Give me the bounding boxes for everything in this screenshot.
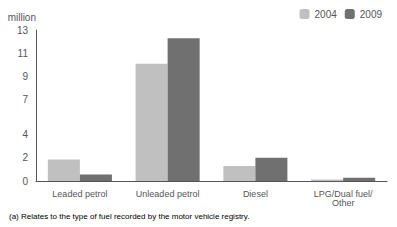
svg-text:Unleaded petrol: Unleaded petrol xyxy=(136,189,200,199)
svg-text:Diesel: Diesel xyxy=(243,189,268,199)
svg-text:4: 4 xyxy=(22,129,28,140)
svg-text:Other: Other xyxy=(332,198,355,208)
svg-text:Leaded petrol: Leaded petrol xyxy=(52,189,107,199)
svg-text:LPG/Dual fuel/: LPG/Dual fuel/ xyxy=(313,188,373,199)
svg-text:million: million xyxy=(8,12,36,23)
svg-text:11: 11 xyxy=(18,48,29,59)
svg-text:0: 0 xyxy=(22,176,28,187)
svg-text:13: 13 xyxy=(17,25,29,36)
svg-text:7: 7 xyxy=(22,94,28,105)
svg-text:2: 2 xyxy=(22,152,28,163)
svg-text:2004: 2004 xyxy=(315,9,338,20)
svg-text:2009: 2009 xyxy=(360,9,383,20)
svg-text:9: 9 xyxy=(22,71,28,82)
svg-text:(a) Relates to the type of fue: (a) Relates to the type of fuel recorded… xyxy=(9,212,249,221)
